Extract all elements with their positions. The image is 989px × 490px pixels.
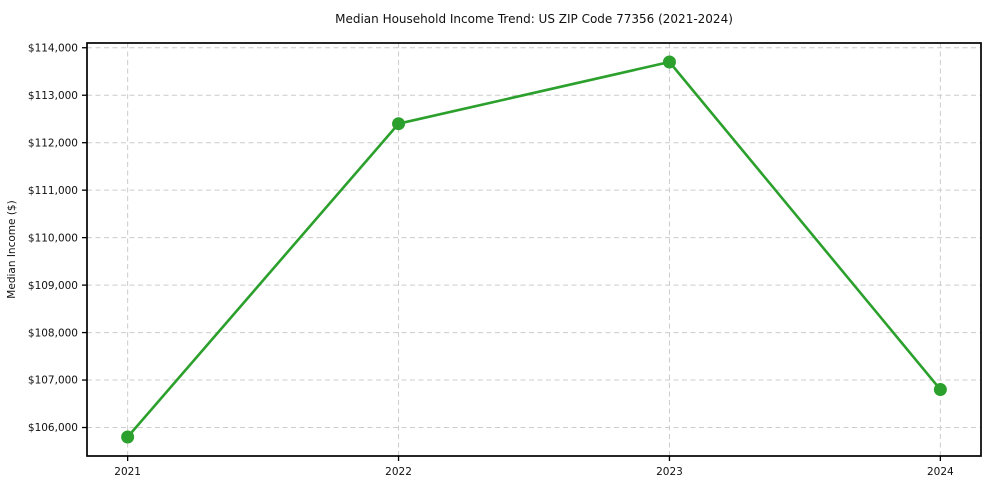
- data-point-marker: [662, 55, 676, 69]
- x-tick-label: 2022: [385, 466, 412, 478]
- x-tick-label: 2024: [927, 466, 954, 478]
- grid-layer: [87, 43, 981, 456]
- y-tick-label: $108,000: [28, 327, 78, 339]
- x-tick-label: 2021: [114, 466, 141, 478]
- y-tick-label: $111,000: [28, 185, 78, 197]
- trend-line: [126, 60, 942, 439]
- y-tick-label: $109,000: [28, 280, 78, 292]
- axis-layer: $106,000 $107,000 $108,000 $109,000 $110,000…: [28, 42, 982, 478]
- x-tick-label: 2023: [656, 466, 683, 478]
- y-tick-label: $106,000: [28, 422, 78, 434]
- y-axis-label: Median Income ($): [6, 200, 18, 298]
- data-point-marker: [121, 430, 135, 444]
- data-point-marker: [933, 383, 947, 397]
- chart-title: Median Household Income Trend: US ZIP Co…: [335, 12, 733, 26]
- y-tick-label: $114,000: [28, 42, 78, 54]
- y-tick-label: $112,000: [28, 137, 78, 149]
- y-tick-label: $110,000: [28, 232, 78, 244]
- series-layer: [121, 55, 947, 444]
- y-tick-label: $113,000: [28, 90, 78, 102]
- plot-border: [86, 42, 982, 457]
- y-tick-label: $107,000: [28, 375, 78, 387]
- data-point-marker: [392, 117, 406, 131]
